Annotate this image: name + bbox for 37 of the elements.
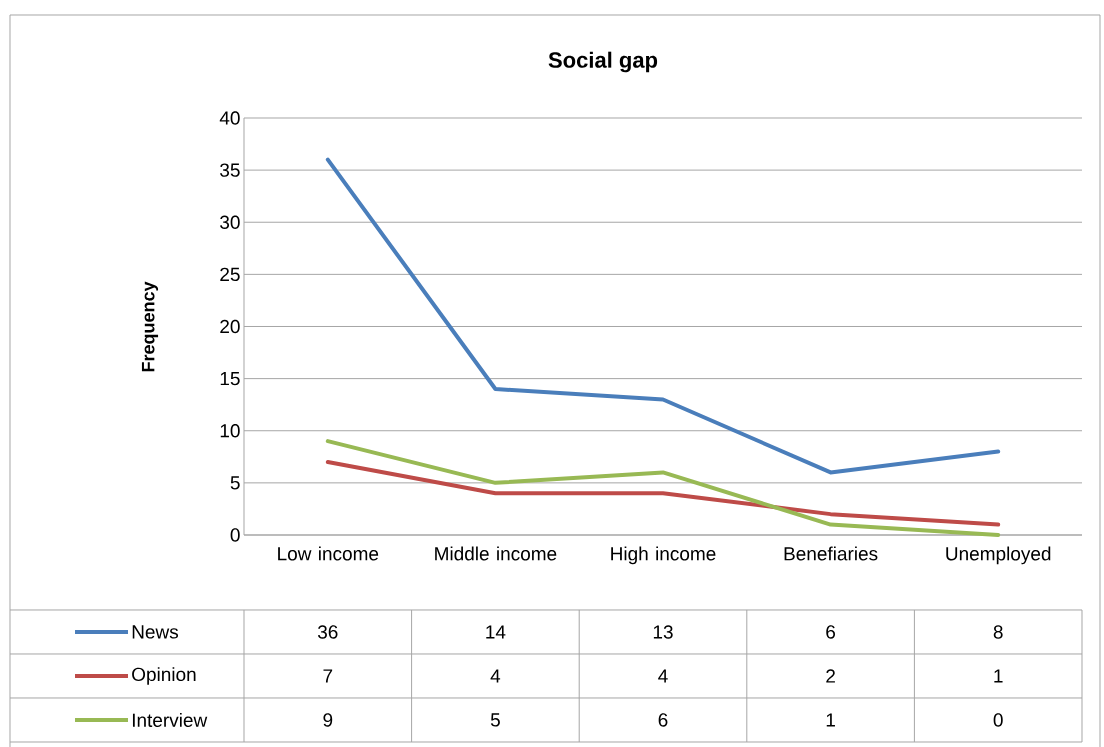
y-tick-label: 15	[220, 371, 240, 386]
x-tick-label: Benefiaries	[784, 546, 878, 561]
x-tick-label: Low income	[278, 546, 379, 561]
x-tick-label: Middle income	[435, 546, 557, 561]
x-tick-label: Unemployed	[946, 546, 1051, 565]
data-label: 1	[994, 669, 1003, 683]
legend-label: Opinion	[132, 667, 196, 685]
y-tick-label: 5	[230, 476, 240, 490]
data-label: 5	[490, 713, 500, 727]
data-label: 1	[826, 713, 835, 727]
y-tick-label: 40	[219, 111, 240, 125]
x-tick-label: High income	[611, 546, 716, 565]
line-series	[325, 157, 1001, 475]
data-label: 9	[323, 713, 333, 727]
data-label: 6	[826, 625, 836, 639]
data-label: 4	[658, 669, 668, 683]
y-tick-label: 10	[220, 424, 240, 438]
legend-label: News	[132, 625, 179, 639]
chart-title: Social gap	[548, 51, 658, 73]
y-tick-label: 25	[220, 267, 240, 282]
line-series	[325, 439, 1001, 537]
y-tick-label: 20	[220, 319, 240, 334]
y-tick-label: 30	[220, 215, 240, 229]
data-label: 2	[826, 669, 835, 683]
legend-label: Interview	[132, 713, 208, 727]
y-axis-title: Frequency	[141, 281, 159, 372]
data-label: 7	[323, 669, 333, 683]
data-label: 8	[993, 625, 1003, 639]
data-label: 6	[658, 713, 668, 727]
y-tick-label: 0	[230, 528, 240, 542]
data-label: 4	[490, 669, 501, 683]
y-tick-label: 35	[220, 163, 240, 177]
data-label: 36	[317, 625, 338, 639]
data-label: 13	[653, 625, 673, 639]
data-label: 0	[993, 713, 1003, 727]
line-series	[325, 460, 1001, 527]
data-label: 14	[486, 625, 506, 639]
